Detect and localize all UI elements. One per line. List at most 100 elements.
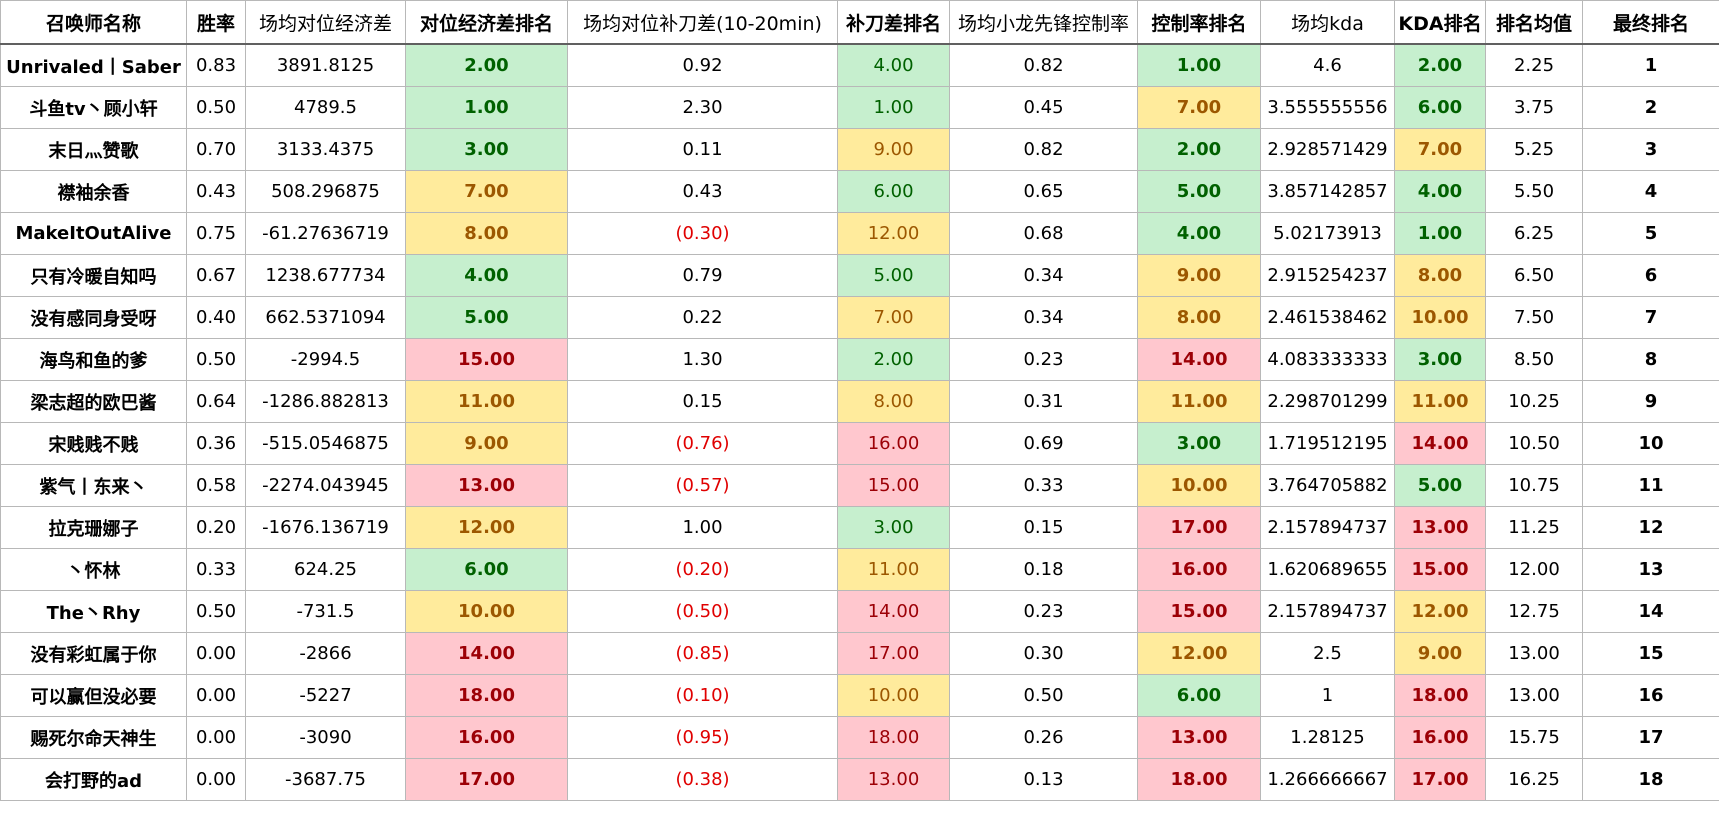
cell-cs-rank[interactable]: 9.00 xyxy=(837,128,950,171)
cell-cs-diff[interactable]: 1.00 xyxy=(567,506,838,549)
cell-objective-control[interactable]: 0.65 xyxy=(949,170,1138,213)
cell-cs-rank[interactable]: 15.00 xyxy=(837,464,950,507)
cell-control-rank[interactable]: 3.00 xyxy=(1137,422,1261,465)
cell-winrate[interactable]: 0.00 xyxy=(186,758,246,801)
cell-final-rank[interactable]: 8 xyxy=(1582,338,1719,381)
cell-winrate[interactable]: 0.00 xyxy=(186,632,246,675)
cell-objective-control[interactable]: 0.82 xyxy=(949,128,1138,171)
cell-summoner-name[interactable]: The丶Rhy xyxy=(0,590,187,633)
cell-gold-diff[interactable]: -1286.882813 xyxy=(245,380,406,423)
cell-control-rank[interactable]: 6.00 xyxy=(1137,674,1261,717)
cell-gold-rank[interactable]: 7.00 xyxy=(405,170,568,213)
cell-rank-average[interactable]: 12.00 xyxy=(1485,548,1583,591)
cell-control-rank[interactable]: 10.00 xyxy=(1137,464,1261,507)
cell-rank-average[interactable]: 10.25 xyxy=(1485,380,1583,423)
cell-final-rank[interactable]: 4 xyxy=(1582,170,1719,213)
cell-control-rank[interactable]: 4.00 xyxy=(1137,212,1261,255)
cell-gold-diff[interactable]: 1238.677734 xyxy=(245,254,406,297)
cell-kda[interactable]: 3.555555556 xyxy=(1260,86,1395,129)
cell-summoner-name[interactable]: 赐死尔命天神生 xyxy=(0,716,187,759)
cell-rank-average[interactable]: 13.00 xyxy=(1485,674,1583,717)
cell-cs-diff[interactable]: 0.22 xyxy=(567,296,838,339)
cell-kda[interactable]: 2.157894737 xyxy=(1260,590,1395,633)
header-cell-winrate[interactable]: 胜率 xyxy=(186,0,246,45)
cell-control-rank[interactable]: 7.00 xyxy=(1137,86,1261,129)
cell-gold-diff[interactable]: -2274.043945 xyxy=(245,464,406,507)
cell-kda[interactable]: 2.915254237 xyxy=(1260,254,1395,297)
cell-cs-rank[interactable]: 16.00 xyxy=(837,422,950,465)
cell-summoner-name[interactable]: Unrivaled丨Saber xyxy=(0,43,187,87)
cell-gold-rank[interactable]: 15.00 xyxy=(405,338,568,381)
cell-control-rank[interactable]: 16.00 xyxy=(1137,548,1261,591)
cell-kda-rank[interactable]: 3.00 xyxy=(1394,338,1486,381)
cell-objective-control[interactable]: 0.31 xyxy=(949,380,1138,423)
cell-kda-rank[interactable]: 14.00 xyxy=(1394,422,1486,465)
cell-cs-diff[interactable]: 1.30 xyxy=(567,338,838,381)
cell-summoner-name[interactable]: MakeItOutAlive xyxy=(0,212,187,255)
cell-cs-rank[interactable]: 5.00 xyxy=(837,254,950,297)
cell-gold-rank[interactable]: 8.00 xyxy=(405,212,568,255)
cell-objective-control[interactable]: 0.23 xyxy=(949,590,1138,633)
cell-kda[interactable]: 2.5 xyxy=(1260,632,1395,675)
cell-gold-rank[interactable]: 18.00 xyxy=(405,674,568,717)
cell-rank-average[interactable]: 2.25 xyxy=(1485,43,1583,87)
cell-gold-rank[interactable]: 17.00 xyxy=(405,758,568,801)
cell-rank-average[interactable]: 6.25 xyxy=(1485,212,1583,255)
cell-cs-rank[interactable]: 12.00 xyxy=(837,212,950,255)
cell-kda[interactable]: 2.461538462 xyxy=(1260,296,1395,339)
cell-gold-diff[interactable]: 624.25 xyxy=(245,548,406,591)
cell-control-rank[interactable]: 15.00 xyxy=(1137,590,1261,633)
cell-cs-diff[interactable]: 0.43 xyxy=(567,170,838,213)
cell-cs-rank[interactable]: 4.00 xyxy=(837,43,950,87)
cell-control-rank[interactable]: 18.00 xyxy=(1137,758,1261,801)
cell-gold-diff[interactable]: -731.5 xyxy=(245,590,406,633)
cell-cs-diff[interactable]: (0.76) xyxy=(567,422,838,465)
cell-objective-control[interactable]: 0.26 xyxy=(949,716,1138,759)
cell-winrate[interactable]: 0.40 xyxy=(186,296,246,339)
cell-cs-rank[interactable]: 1.00 xyxy=(837,86,950,129)
cell-gold-rank[interactable]: 16.00 xyxy=(405,716,568,759)
cell-cs-diff[interactable]: 0.15 xyxy=(567,380,838,423)
cell-kda-rank[interactable]: 12.00 xyxy=(1394,590,1486,633)
header-cell-final-rank[interactable]: 最终排名 xyxy=(1582,0,1719,45)
cell-cs-diff[interactable]: (0.50) xyxy=(567,590,838,633)
cell-gold-diff[interactable]: 3133.4375 xyxy=(245,128,406,171)
cell-control-rank[interactable]: 17.00 xyxy=(1137,506,1261,549)
cell-final-rank[interactable]: 6 xyxy=(1582,254,1719,297)
cell-winrate[interactable]: 0.70 xyxy=(186,128,246,171)
cell-summoner-name[interactable]: 会打野的ad xyxy=(0,758,187,801)
cell-control-rank[interactable]: 5.00 xyxy=(1137,170,1261,213)
cell-cs-rank[interactable]: 14.00 xyxy=(837,590,950,633)
cell-winrate[interactable]: 0.64 xyxy=(186,380,246,423)
cell-objective-control[interactable]: 0.82 xyxy=(949,43,1138,87)
cell-summoner-name[interactable]: 梁志超的欧巴酱 xyxy=(0,380,187,423)
cell-gold-rank[interactable]: 3.00 xyxy=(405,128,568,171)
header-cell-gold-diff[interactable]: 场均对位经济差 xyxy=(245,0,406,45)
cell-final-rank[interactable]: 18 xyxy=(1582,758,1719,801)
cell-control-rank[interactable]: 12.00 xyxy=(1137,632,1261,675)
cell-objective-control[interactable]: 0.18 xyxy=(949,548,1138,591)
cell-cs-diff[interactable]: (0.57) xyxy=(567,464,838,507)
cell-objective-control[interactable]: 0.34 xyxy=(949,254,1138,297)
cell-winrate[interactable]: 0.50 xyxy=(186,590,246,633)
cell-objective-control[interactable]: 0.13 xyxy=(949,758,1138,801)
cell-control-rank[interactable]: 2.00 xyxy=(1137,128,1261,171)
cell-winrate[interactable]: 0.20 xyxy=(186,506,246,549)
cell-kda-rank[interactable]: 13.00 xyxy=(1394,506,1486,549)
cell-rank-average[interactable]: 5.50 xyxy=(1485,170,1583,213)
cell-gold-rank[interactable]: 14.00 xyxy=(405,632,568,675)
cell-gold-rank[interactable]: 10.00 xyxy=(405,590,568,633)
cell-summoner-name[interactable]: 拉克珊娜子 xyxy=(0,506,187,549)
cell-kda-rank[interactable]: 4.00 xyxy=(1394,170,1486,213)
cell-objective-control[interactable]: 0.50 xyxy=(949,674,1138,717)
cell-rank-average[interactable]: 11.25 xyxy=(1485,506,1583,549)
cell-rank-average[interactable]: 6.50 xyxy=(1485,254,1583,297)
cell-winrate[interactable]: 0.75 xyxy=(186,212,246,255)
cell-final-rank[interactable]: 11 xyxy=(1582,464,1719,507)
cell-kda[interactable]: 1.266666667 xyxy=(1260,758,1395,801)
cell-kda-rank[interactable]: 10.00 xyxy=(1394,296,1486,339)
cell-gold-diff[interactable]: 662.5371094 xyxy=(245,296,406,339)
cell-gold-rank[interactable]: 1.00 xyxy=(405,86,568,129)
cell-final-rank[interactable]: 13 xyxy=(1582,548,1719,591)
cell-summoner-name[interactable]: 丶怀林 xyxy=(0,548,187,591)
